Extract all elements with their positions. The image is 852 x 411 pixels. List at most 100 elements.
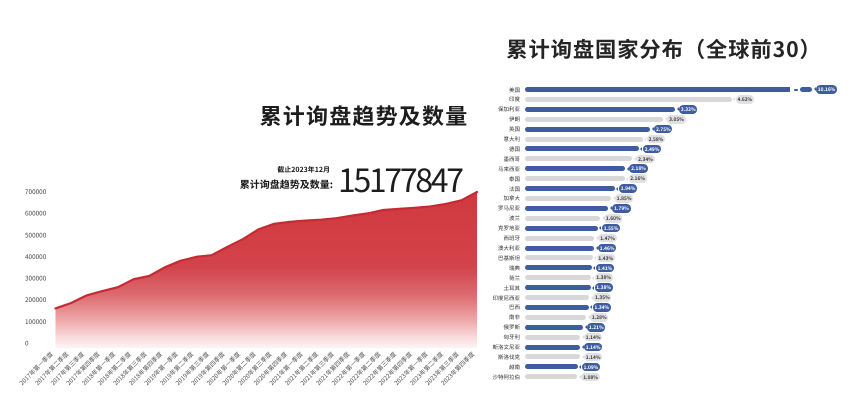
- bar: [525, 106, 676, 112]
- country-label: 瑞典: [508, 263, 520, 272]
- bar: [525, 334, 580, 340]
- value-badge: 2.16%: [628, 174, 647, 183]
- country-label: 西班牙: [503, 234, 520, 243]
- value-badge: 1.85%: [615, 194, 634, 203]
- bar: [525, 344, 580, 350]
- y-tick-label: 700000: [25, 187, 47, 196]
- country-label: 南非: [508, 313, 520, 322]
- country-label: 土耳其: [503, 283, 520, 292]
- country-label: 波兰: [508, 214, 520, 223]
- bar: [525, 186, 615, 192]
- country-label: 巴西: [508, 303, 520, 312]
- country-label: 伊朗: [508, 115, 520, 124]
- bar-segment-after-break: [800, 87, 812, 92]
- value-badge: 1.46%: [598, 243, 617, 253]
- value-badge: 2.34%: [636, 154, 655, 164]
- country-label: 斯洛伐克: [497, 352, 520, 361]
- as-of-date-note: 截止2023年12月: [277, 164, 330, 175]
- value-badge: 4.62%: [735, 95, 754, 104]
- y-tick-label: 300000: [25, 274, 47, 283]
- value-badge: 1.21%: [587, 322, 606, 332]
- value-badge: 1.38%: [594, 283, 613, 292]
- country-label: 印度尼西亚: [492, 293, 520, 302]
- value-badge: 1.35%: [593, 293, 612, 302]
- bar: [525, 116, 664, 122]
- y-tick-label: 200000: [25, 295, 47, 304]
- value-badge: 1.14%: [584, 332, 603, 342]
- area-fill: [55, 192, 477, 348]
- bar: [525, 96, 732, 102]
- y-tick-label: 500000: [25, 230, 47, 239]
- value-badge: 1.34%: [592, 303, 611, 312]
- y-tick-label: 400000: [25, 252, 47, 261]
- value-badge: 1.41%: [595, 263, 615, 273]
- y-tick-label: 0: [25, 338, 29, 347]
- y-tick-label: 100000: [25, 317, 47, 326]
- bar: [525, 136, 643, 142]
- bar-segment: [525, 87, 790, 92]
- bar: [525, 295, 590, 301]
- value-badge: 2.18%: [629, 164, 648, 174]
- bar: [525, 156, 633, 162]
- bar: [525, 364, 578, 370]
- value-badge: 1.60%: [604, 213, 623, 223]
- area-line: [54, 190, 479, 310]
- country-label: 越南: [508, 362, 520, 371]
- bar: [525, 235, 595, 241]
- value-badge: 1.94%: [618, 184, 638, 193]
- bar: [525, 275, 591, 281]
- value-badge: 1.14%: [584, 352, 603, 362]
- bar: [525, 354, 580, 360]
- bar: [525, 215, 601, 221]
- value-badge: 1.28%: [590, 313, 609, 322]
- value-badge: 1.14%: [584, 342, 603, 352]
- axis-break-dash: [793, 88, 798, 91]
- country-label: 美国: [508, 85, 520, 94]
- value-badge: 1.38%: [594, 273, 613, 283]
- total-inquiries-label: 累计询盘趋势及数量:: [239, 175, 333, 191]
- country-label: 匈牙利: [503, 333, 520, 342]
- value-badge: 2.75%: [654, 124, 673, 134]
- country-label: 澳大利亚: [497, 244, 520, 252]
- value-badge: 1.08%: [581, 372, 600, 382]
- country-label: 沙特阿拉伯: [492, 372, 520, 381]
- value-badge: 10.16%: [816, 85, 838, 94]
- country-label: 荷兰: [508, 273, 520, 282]
- bar: [525, 166, 626, 172]
- bar: [525, 324, 584, 330]
- value-badge: 1.79%: [612, 204, 631, 213]
- value-badge: 1.43%: [596, 253, 615, 263]
- country-label: 法国: [508, 184, 520, 193]
- value-badge: 1.47%: [598, 233, 617, 243]
- value-badge: 3.32%: [679, 105, 698, 114]
- bar: [525, 265, 592, 271]
- country-label: 罗马尼亚: [497, 204, 520, 213]
- country-label: 墨西哥: [503, 154, 520, 163]
- country-label: 克罗地亚: [497, 224, 520, 233]
- y-tick-label: 600000: [25, 209, 47, 218]
- country-label: 英国: [508, 125, 520, 134]
- right-chart-title: 累计询盘国家分布（全球前30）: [506, 33, 822, 64]
- bar: [525, 126, 651, 132]
- bar: [525, 285, 591, 291]
- value-badge: 3.05%: [667, 114, 686, 124]
- bar: [525, 245, 594, 251]
- bar: [525, 205, 609, 211]
- bar: [525, 146, 639, 152]
- bar: [525, 314, 587, 320]
- country-label: 泰国: [508, 174, 520, 183]
- country-label: 巴基斯坦: [497, 253, 520, 262]
- bar: [525, 374, 578, 380]
- value-badge: 2.58%: [646, 134, 666, 144]
- value-badge: 1.09%: [581, 362, 601, 372]
- bar: [525, 225, 598, 231]
- value-badge: 1.55%: [601, 223, 621, 233]
- bar: [525, 195, 611, 201]
- country-label: 马来西亚: [497, 164, 520, 173]
- bar: [525, 304, 589, 310]
- country-label: 意大利: [503, 135, 520, 144]
- country-label: 保加利亚: [497, 105, 520, 114]
- bar: [525, 176, 625, 182]
